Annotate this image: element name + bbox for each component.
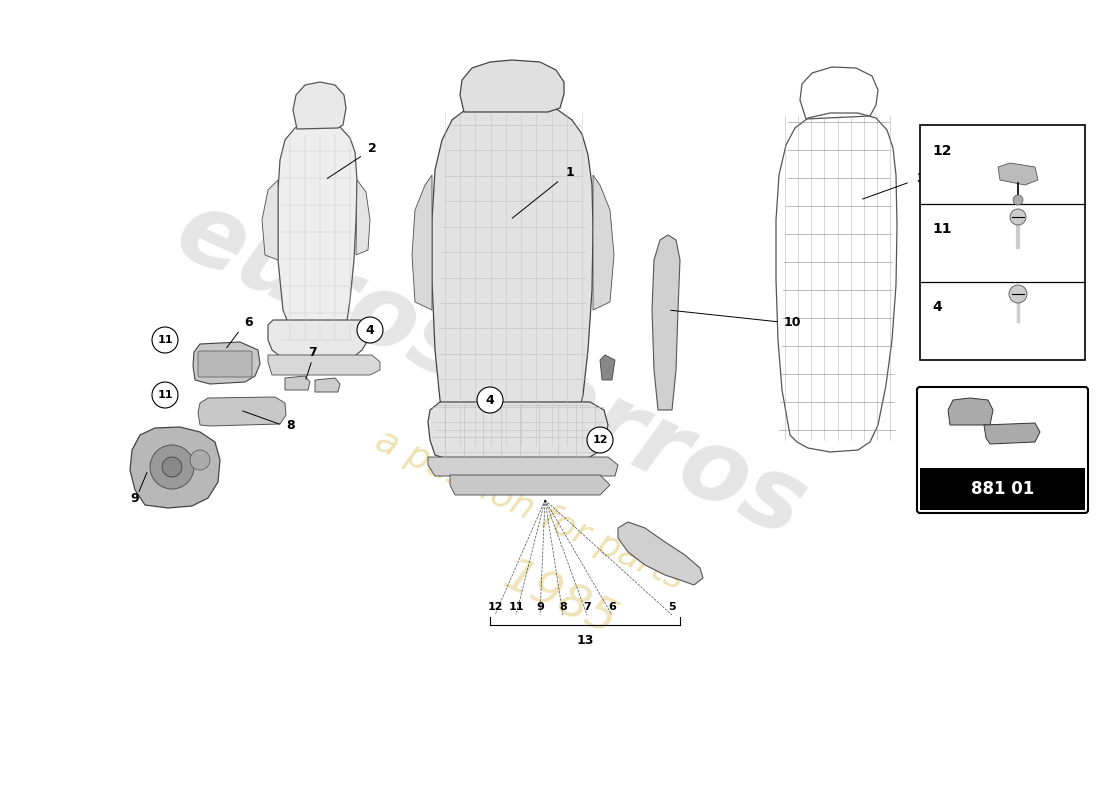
Polygon shape <box>432 103 593 455</box>
Circle shape <box>1009 285 1027 303</box>
Polygon shape <box>600 355 615 380</box>
Polygon shape <box>262 180 278 260</box>
Polygon shape <box>460 60 564 112</box>
Text: 2: 2 <box>368 142 376 155</box>
Polygon shape <box>984 423 1040 444</box>
Polygon shape <box>285 376 310 390</box>
Text: 11: 11 <box>932 222 952 236</box>
Text: 8: 8 <box>559 602 566 612</box>
Text: 12: 12 <box>932 144 952 158</box>
Text: 1: 1 <box>566 166 574 179</box>
Polygon shape <box>652 235 680 410</box>
Text: 6: 6 <box>608 602 616 612</box>
Circle shape <box>477 387 503 413</box>
Polygon shape <box>268 355 379 375</box>
Circle shape <box>152 382 178 408</box>
Polygon shape <box>268 320 368 360</box>
Polygon shape <box>428 457 618 476</box>
Text: 4: 4 <box>485 394 494 406</box>
Polygon shape <box>278 122 358 350</box>
Text: 11: 11 <box>157 335 173 345</box>
Text: 8: 8 <box>286 419 295 432</box>
Text: 12: 12 <box>487 602 503 612</box>
Text: 9: 9 <box>536 602 543 612</box>
FancyBboxPatch shape <box>920 125 1085 360</box>
Circle shape <box>152 327 178 353</box>
Text: 9: 9 <box>130 492 139 505</box>
Polygon shape <box>198 397 286 426</box>
Text: 11: 11 <box>157 390 173 400</box>
Text: 7: 7 <box>583 602 591 612</box>
Text: 4: 4 <box>932 300 942 314</box>
Circle shape <box>1010 209 1026 225</box>
Text: 13: 13 <box>576 634 594 647</box>
Circle shape <box>1013 195 1023 205</box>
Polygon shape <box>412 175 432 310</box>
Polygon shape <box>130 427 220 508</box>
Polygon shape <box>948 398 993 425</box>
Circle shape <box>587 427 613 453</box>
Polygon shape <box>618 522 703 585</box>
FancyBboxPatch shape <box>198 351 252 377</box>
Text: 11: 11 <box>508 602 524 612</box>
Polygon shape <box>356 180 370 255</box>
Circle shape <box>162 457 182 477</box>
Polygon shape <box>428 402 608 460</box>
Text: a passion for parts: a passion for parts <box>370 423 690 597</box>
Text: 6: 6 <box>244 316 253 329</box>
Text: 1985: 1985 <box>496 554 624 646</box>
Text: 12: 12 <box>592 435 607 445</box>
FancyBboxPatch shape <box>917 387 1088 513</box>
Polygon shape <box>192 342 260 384</box>
Circle shape <box>358 317 383 343</box>
Circle shape <box>150 445 194 489</box>
Text: 5: 5 <box>668 602 675 612</box>
FancyBboxPatch shape <box>920 468 1085 510</box>
Text: 7: 7 <box>308 346 317 359</box>
Polygon shape <box>315 378 340 392</box>
Polygon shape <box>293 82 346 129</box>
Polygon shape <box>450 475 610 495</box>
Text: 881 01: 881 01 <box>971 480 1034 498</box>
Circle shape <box>190 450 210 470</box>
Polygon shape <box>998 163 1038 185</box>
Text: eurosparros: eurosparros <box>161 182 820 558</box>
Text: 4: 4 <box>365 323 374 337</box>
Polygon shape <box>593 175 614 310</box>
Text: 10: 10 <box>784 316 802 329</box>
Text: 3: 3 <box>916 172 925 185</box>
